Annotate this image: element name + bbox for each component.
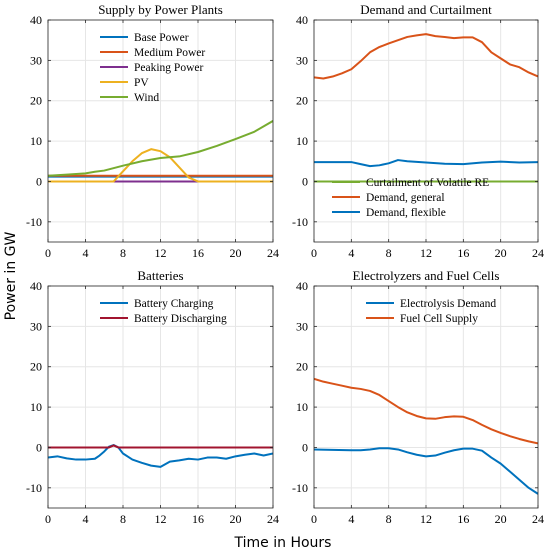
- series-line-electrolysis-demand: [314, 447, 538, 495]
- legend-entry: Wind: [134, 92, 159, 104]
- legend-entry: Base Power: [134, 32, 189, 44]
- chart-title: Supply by Power Plants: [98, 2, 223, 17]
- series-line-battery-discharging: [48, 444, 273, 449]
- y-tick-label: -10: [26, 481, 42, 495]
- shared-y-axis-label: Power in GW: [3, 232, 19, 321]
- x-tick-label: 24: [267, 246, 279, 260]
- y-tick-label: 40: [30, 13, 42, 27]
- chart-title: Electrolyzers and Fuel Cells: [353, 268, 500, 283]
- x-tick-label: 8: [386, 246, 392, 260]
- y-tick-label: 10: [296, 400, 308, 414]
- legend-entry: Fuel Cell Supply: [400, 313, 478, 325]
- legend: Electrolysis Demand Fuel Cell Supply: [366, 298, 496, 325]
- x-tick-label: 12: [155, 512, 167, 526]
- series-line-fuel-cell-supply: [314, 377, 538, 445]
- legend-entry: Electrolysis Demand: [400, 298, 496, 310]
- x-tick-label: 4: [83, 246, 89, 260]
- x-tick-label: 16: [192, 246, 204, 260]
- chart-panel-4: 0 4 8 12 16 20 24 -10 0 10 20 30 40 Electrolyzers and…: [292, 268, 544, 526]
- y-tick-label: 40: [30, 279, 42, 293]
- legend-entry: Peaking Power: [134, 62, 203, 74]
- legend-entry: Battery Discharging: [134, 313, 227, 325]
- y-tick-label: 10: [30, 400, 42, 414]
- x-tick-label: 8: [120, 246, 126, 260]
- series-group: [48, 444, 273, 468]
- y-tick-label: 30: [30, 319, 42, 333]
- y-tick-label: 30: [296, 53, 308, 67]
- legend: Base Power Medium Power Peaking Power PV Win…: [100, 32, 205, 104]
- x-tick-label: 24: [532, 512, 544, 526]
- y-tick-label: 30: [296, 319, 308, 333]
- y-tick-label: 30: [30, 53, 42, 67]
- y-tick-label: 20: [296, 360, 308, 374]
- legend: Curtailment of Volatile RE Demand, genera…: [332, 177, 489, 219]
- y-tick-label: 20: [296, 94, 308, 108]
- chart-title: Batteries: [137, 268, 183, 283]
- y-tick-label: -10: [292, 215, 308, 229]
- chart-panel-2: 0 4 8 12 16 20 24 -10 0 10 20 30 40 Demand and Curtai…: [292, 2, 544, 260]
- x-tick-label: 12: [420, 246, 432, 260]
- y-tick-label: -10: [26, 215, 42, 229]
- series-line-battery-charging: [48, 444, 273, 468]
- x-tick-label: 4: [83, 512, 89, 526]
- y-tick-label: 20: [30, 360, 42, 374]
- x-tick-label: 0: [311, 246, 317, 260]
- series-group: [314, 377, 538, 495]
- x-tick-label: 24: [267, 512, 279, 526]
- x-tick-label: 16: [192, 512, 204, 526]
- x-tick-label: 8: [386, 512, 392, 526]
- legend-entry: PV: [134, 77, 149, 89]
- y-tick-label: 40: [296, 279, 308, 293]
- x-tick-label: 12: [420, 512, 432, 526]
- series-line-demand-general: [314, 33, 538, 80]
- legend: Battery Charging Battery Discharging: [100, 298, 227, 325]
- y-tick-label: 10: [296, 134, 308, 148]
- y-tick-label: -10: [292, 481, 308, 495]
- y-tick-label: 20: [30, 94, 42, 108]
- legend-entry: Curtailment of Volatile RE: [366, 177, 489, 189]
- x-tick-label: 16: [457, 512, 469, 526]
- x-tick-label: 0: [311, 512, 317, 526]
- y-tick-label: 0: [36, 174, 42, 188]
- legend-entry: Medium Power: [134, 47, 205, 59]
- series-line-pv: [48, 148, 273, 183]
- series-line-wind: [48, 120, 273, 177]
- y-tick-label: 10: [30, 134, 42, 148]
- x-tick-label: 0: [45, 512, 51, 526]
- chart-title: Demand and Curtailment: [360, 2, 492, 17]
- y-tick-label: 0: [302, 174, 308, 188]
- legend-entry: Demand, general: [366, 192, 445, 204]
- series-line-demand-flexible: [314, 159, 538, 168]
- x-tick-label: 20: [230, 246, 242, 260]
- x-tick-label: 16: [457, 246, 469, 260]
- legend-entry: Demand, flexible: [366, 207, 446, 219]
- chart-panel-3: 0 4 8 12 16 20 24 -10 0 10 20 30 40 Batteries Battery …: [26, 268, 279, 526]
- y-tick-label: 0: [302, 440, 308, 454]
- x-tick-label: 4: [348, 246, 354, 260]
- x-tick-label: 20: [495, 246, 507, 260]
- x-tick-label: 20: [230, 512, 242, 526]
- series-group: [48, 120, 273, 183]
- legend-entry: Battery Charging: [134, 298, 214, 310]
- y-tick-label: 40: [296, 13, 308, 27]
- x-tick-label: 24: [532, 246, 544, 260]
- shared-x-axis-label: Time in Hours: [234, 535, 332, 551]
- x-tick-label: 8: [120, 512, 126, 526]
- x-tick-label: 4: [348, 512, 354, 526]
- y-tick-label: 0: [36, 440, 42, 454]
- x-tick-label: 0: [45, 246, 51, 260]
- chart-panel-1: 0 4 8 12 16 20 24 -10 0 10 20 30 40 Supply by Power P…: [26, 2, 279, 260]
- x-tick-label: 20: [495, 512, 507, 526]
- x-tick-label: 12: [155, 246, 167, 260]
